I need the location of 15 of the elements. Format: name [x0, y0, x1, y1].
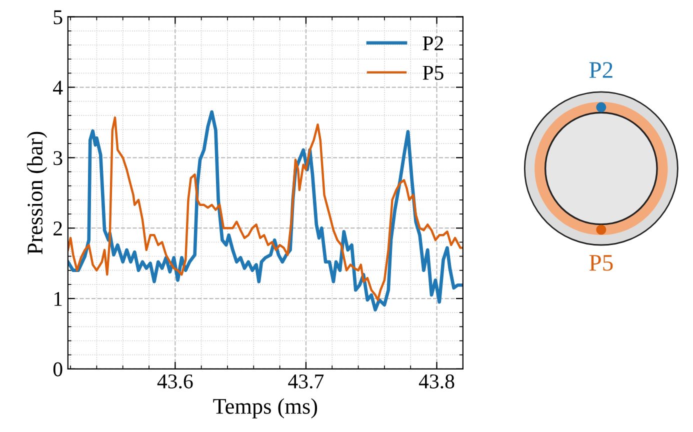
y-tick-label: 1 — [54, 292, 62, 306]
legend-label: P5 — [422, 66, 444, 80]
legend-label: P2 — [422, 36, 444, 50]
x-axis-title: Temps (ms) — [213, 398, 318, 418]
y-tick-label: 4 — [53, 80, 63, 94]
y-axis-title: Pression (bar) — [26, 132, 48, 254]
y-tick-label: 0 — [53, 362, 62, 376]
y-tick-label: 2 — [54, 222, 62, 236]
y-tick-label: 5 — [54, 10, 62, 24]
y-tick-label: 3 — [54, 151, 62, 166]
x-tick-label: 43.8 — [418, 374, 454, 389]
text: P5 — [589, 255, 613, 271]
x-tick-label: 43.7 — [288, 374, 324, 389]
text: P2 — [589, 62, 612, 78]
x-tick-label: 43.6 — [157, 374, 193, 389]
